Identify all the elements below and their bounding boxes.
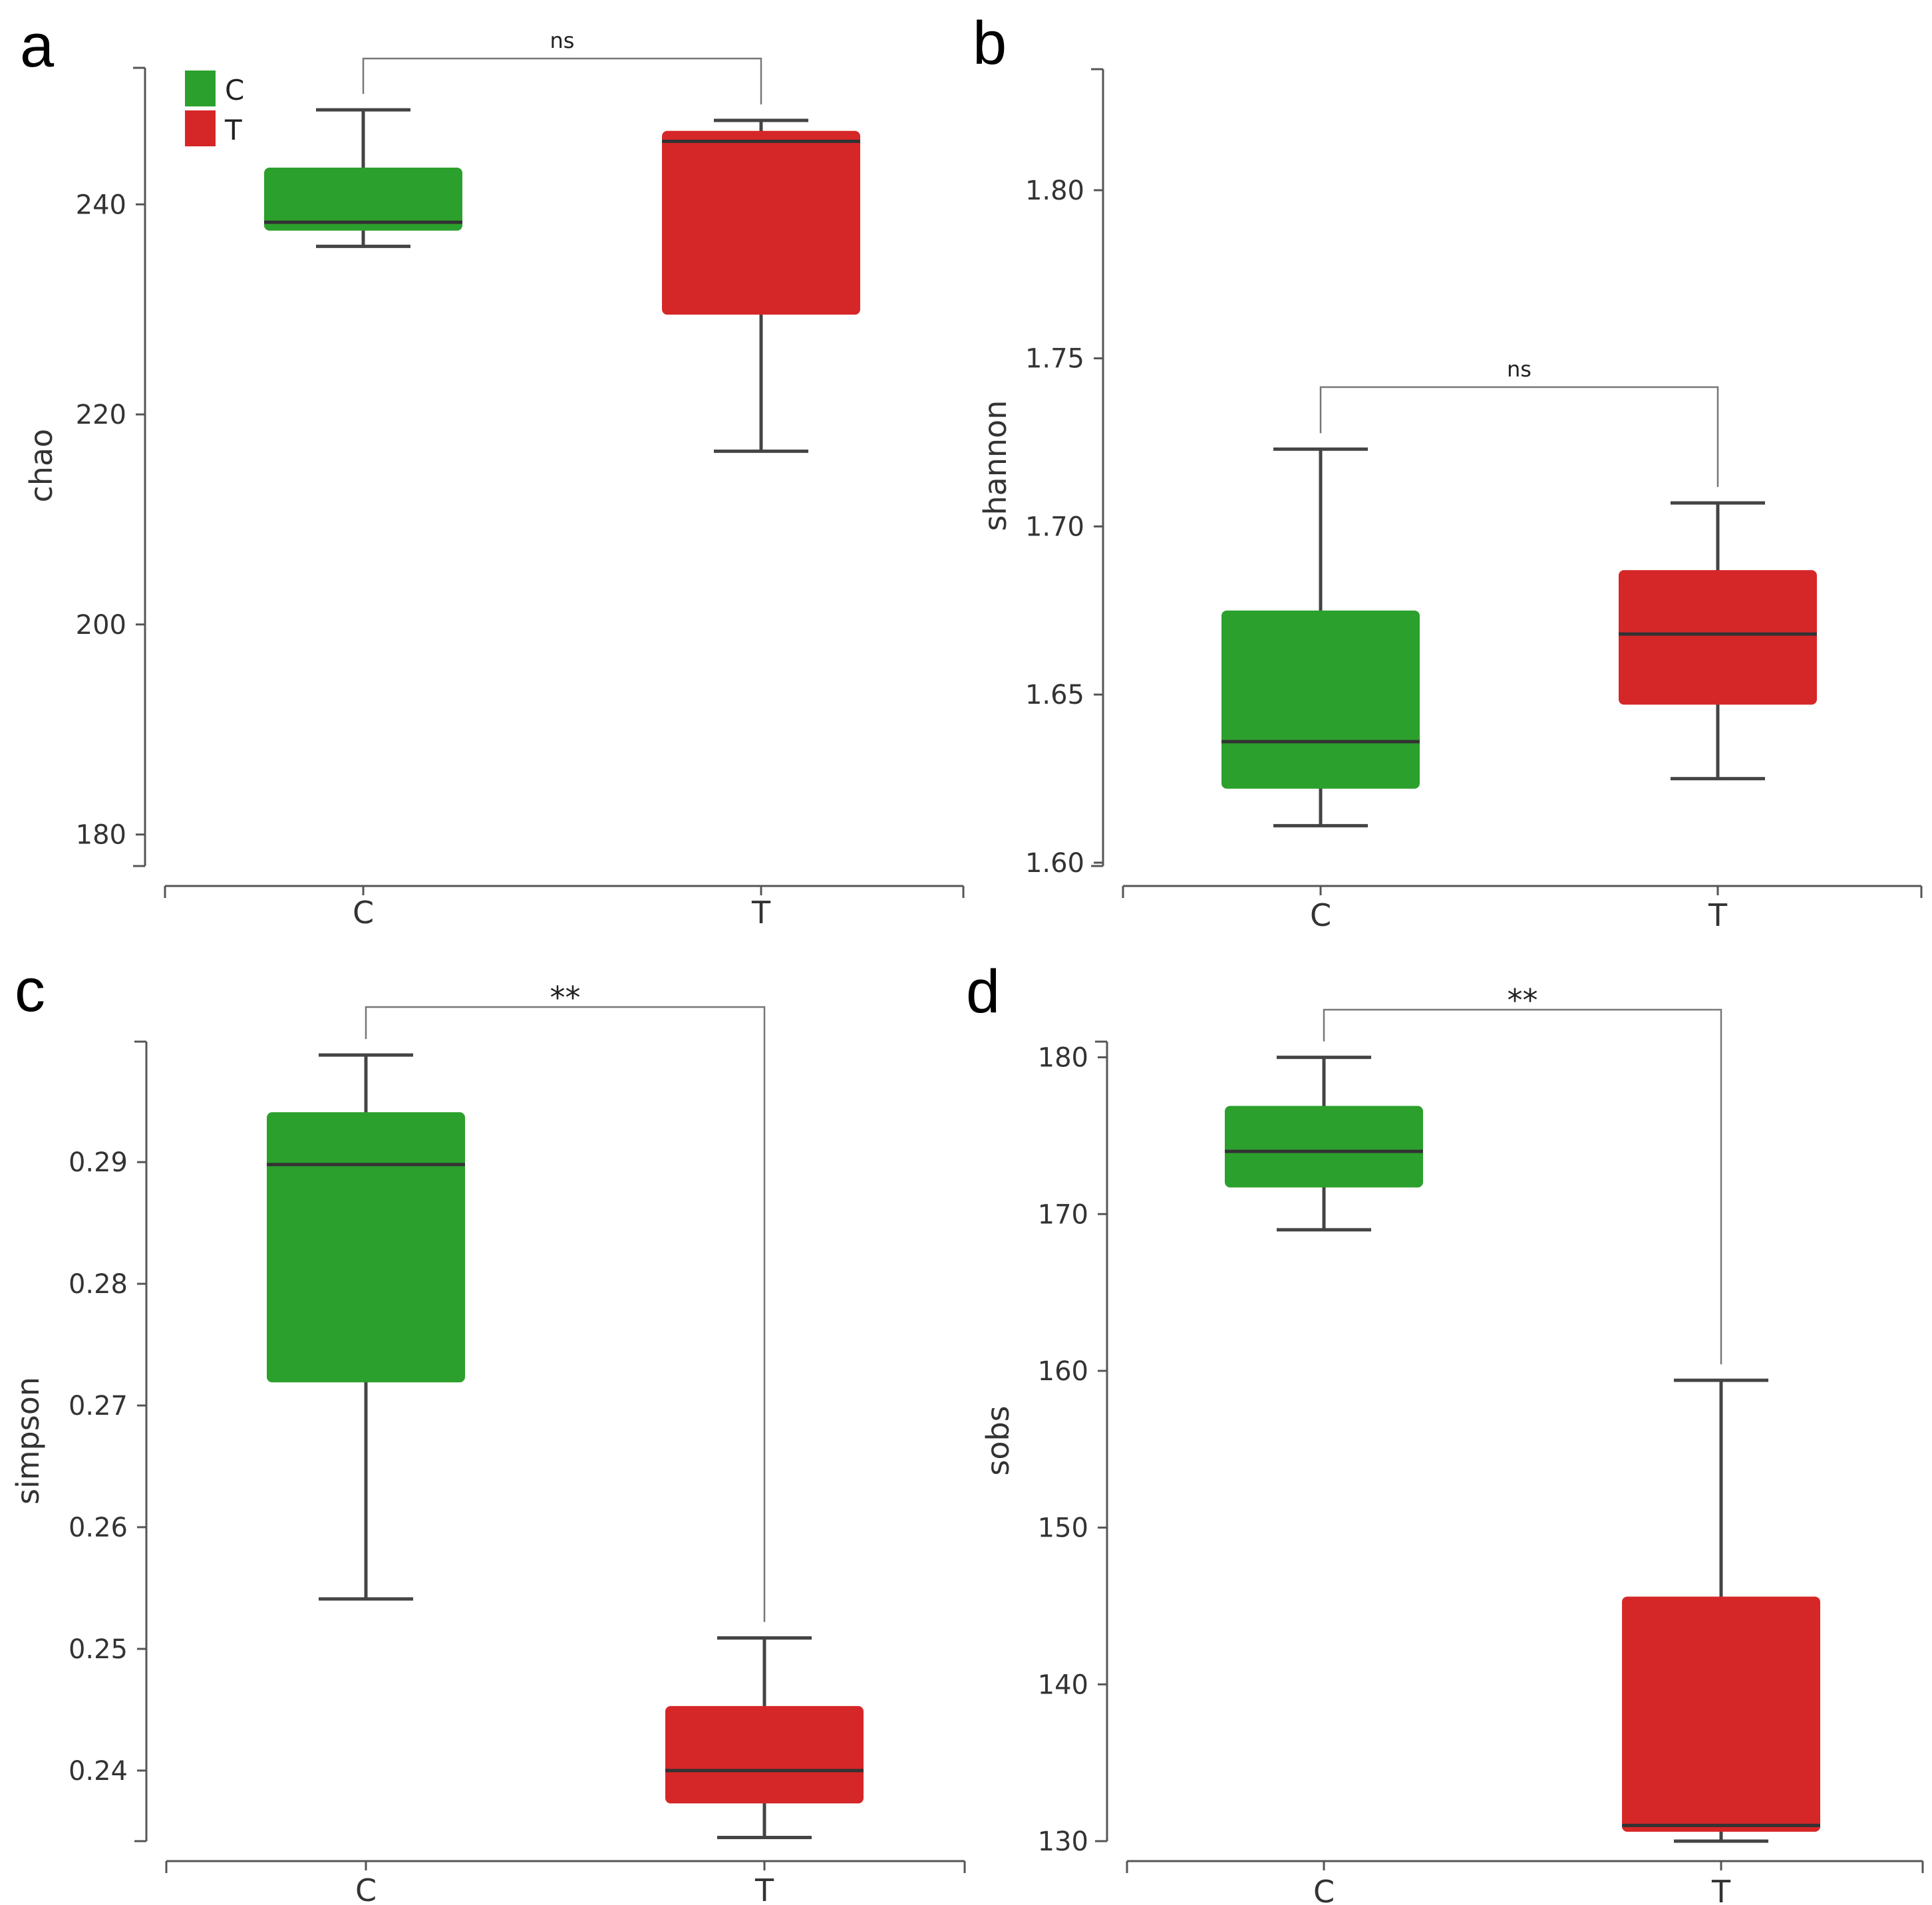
y-tick-label: 0.24 <box>69 1756 128 1787</box>
legend-swatch-T <box>185 110 216 146</box>
y-tick-label: 0.25 <box>69 1634 128 1665</box>
box-C <box>267 1112 465 1383</box>
y-tick-label: 240 <box>76 190 126 220</box>
box-C <box>264 168 462 231</box>
significance-bracket <box>362 57 762 104</box>
y-tick-label: 160 <box>1038 1356 1088 1387</box>
y-tick-label: 130 <box>1038 1827 1088 1857</box>
significance-bracket <box>1323 1008 1722 1365</box>
y-tick-label: 0.26 <box>69 1513 128 1543</box>
legend-label: T <box>224 114 242 146</box>
legend-label: C <box>225 74 244 106</box>
significance-label: ns <box>1507 357 1531 382</box>
box-T <box>1619 570 1817 705</box>
y-tick-label: 220 <box>76 400 126 430</box>
significance-label: ** <box>550 980 581 1016</box>
y-axis-label: simpson <box>10 1377 46 1505</box>
y-tick-label: 1.65 <box>1025 680 1084 710</box>
y-tick-label: 1.80 <box>1025 176 1084 206</box>
x-tick-label: C <box>1313 1874 1335 1905</box>
panel-letter: d <box>966 958 1000 1026</box>
panel-b: b 1.60 1.65 1.70 1.75 1.80 shannon C Tns <box>973 9 1923 933</box>
y-axis-label: sobs <box>980 1405 1016 1475</box>
y-axis-label: chao <box>23 429 59 503</box>
box-C <box>1221 610 1420 789</box>
significance-label: ns <box>550 28 575 53</box>
box-T <box>1622 1596 1820 1832</box>
y-tick-label: 1.70 <box>1025 512 1084 542</box>
panel-letter: b <box>973 9 1007 77</box>
x-tick-label: C <box>355 1872 377 1905</box>
box-T <box>665 1705 864 1804</box>
y-tick-label: 1.60 <box>1025 848 1084 879</box>
x-tick-label: T <box>751 895 771 931</box>
significance-label: ** <box>1508 982 1538 1018</box>
significance-bracket <box>365 1006 766 1622</box>
panel-c: c 0.24 0.25 0.26 0.27 0.28 0.29 simpson C T ** <box>10 956 966 1905</box>
x-tick-label: C <box>353 895 374 931</box>
panel-letter: c <box>15 956 45 1024</box>
x-tick-label: T <box>1711 1874 1731 1905</box>
x-tick-label: T <box>1708 897 1728 933</box>
panel-d: d 130 140 150 160 170 180 sobs C T ** <box>966 958 1924 1905</box>
y-tick-label: 0.27 <box>69 1391 128 1421</box>
y-tick-label: 200 <box>76 610 126 641</box>
y-tick-label: 170 <box>1038 1199 1088 1230</box>
y-tick-label: 180 <box>1038 1043 1088 1074</box>
box-C <box>1225 1105 1423 1188</box>
y-tick-label: 0.29 <box>69 1147 128 1178</box>
x-tick-label: C <box>1310 897 1331 933</box>
y-tick-label: 1.75 <box>1025 344 1084 374</box>
legend-swatch-C <box>185 71 216 106</box>
x-tick-label: T <box>754 1872 774 1905</box>
panel-letter: a <box>20 12 55 80</box>
box-T <box>662 130 860 315</box>
significance-bracket <box>1319 386 1719 488</box>
y-tick-label: 150 <box>1038 1513 1088 1544</box>
y-tick-label: 0.28 <box>69 1269 128 1300</box>
y-tick-label: 180 <box>76 820 126 851</box>
y-tick-label: 140 <box>1038 1670 1088 1700</box>
y-axis-label: shannon <box>977 400 1013 531</box>
